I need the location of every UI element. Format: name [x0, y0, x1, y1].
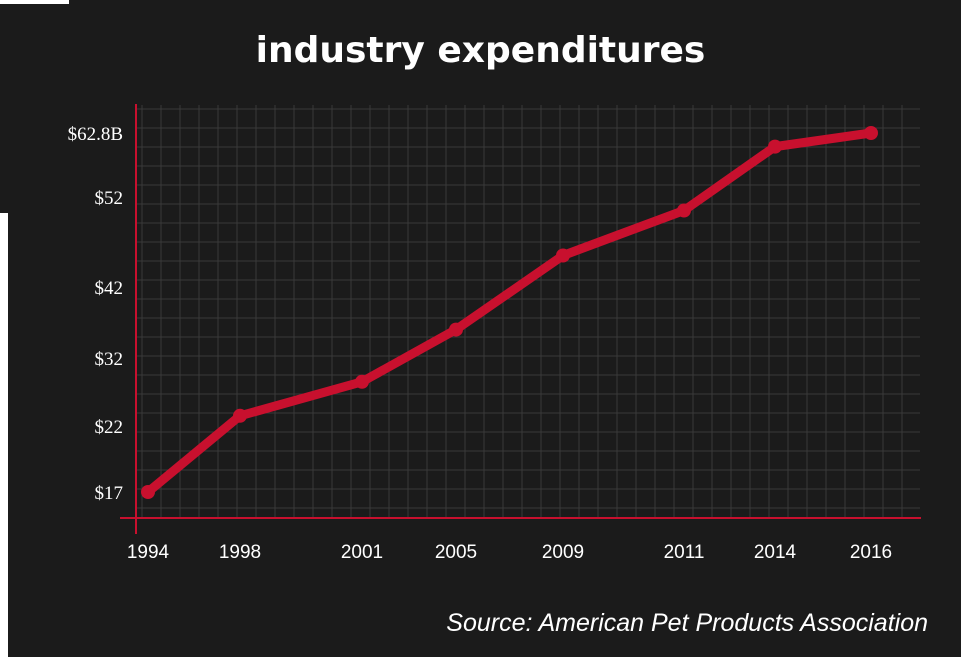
x-axis-ticks: 1994 1998 2001 2005 2009 2011 2014 2016: [127, 542, 892, 563]
y-tick-label: $32: [95, 349, 124, 370]
chart-grid: [136, 105, 920, 518]
data-point: [768, 139, 782, 154]
series-line-path: [143, 128, 876, 497]
x-tick-label: 1994: [127, 542, 170, 563]
chart-title: industry expenditures: [255, 30, 706, 71]
y-tick-label: $52: [95, 188, 124, 209]
data-point: [677, 203, 691, 218]
series-line: [143, 128, 876, 497]
y-tick-label: $22: [95, 417, 124, 438]
page-edge: [0, 213, 8, 657]
x-tick-label: 2011: [664, 542, 705, 563]
page-edge: [0, 0, 69, 4]
data-point: [141, 485, 155, 499]
x-tick-label: 2001: [341, 542, 383, 563]
y-axis-ticks: $62.8B $52 $42 $32 $22 $17: [68, 124, 123, 504]
data-point: [355, 374, 369, 389]
y-tick-label: $42: [95, 278, 124, 299]
data-point: [864, 126, 878, 140]
y-tick-label: $62.8B: [68, 124, 123, 145]
x-tick-label: 2005: [435, 542, 477, 563]
x-tick-label: 1998: [219, 542, 261, 563]
source-note: Source: American Pet Products Associatio…: [446, 609, 928, 637]
data-point: [449, 322, 463, 337]
x-tick-label: 2014: [754, 542, 797, 563]
series-points: [141, 126, 878, 499]
chart-axes: [120, 104, 921, 534]
y-tick-label: $17: [95, 483, 124, 504]
x-tick-label: 2009: [542, 542, 584, 563]
x-tick-label: 2016: [850, 542, 892, 563]
data-point: [233, 408, 247, 423]
data-point: [556, 248, 570, 263]
